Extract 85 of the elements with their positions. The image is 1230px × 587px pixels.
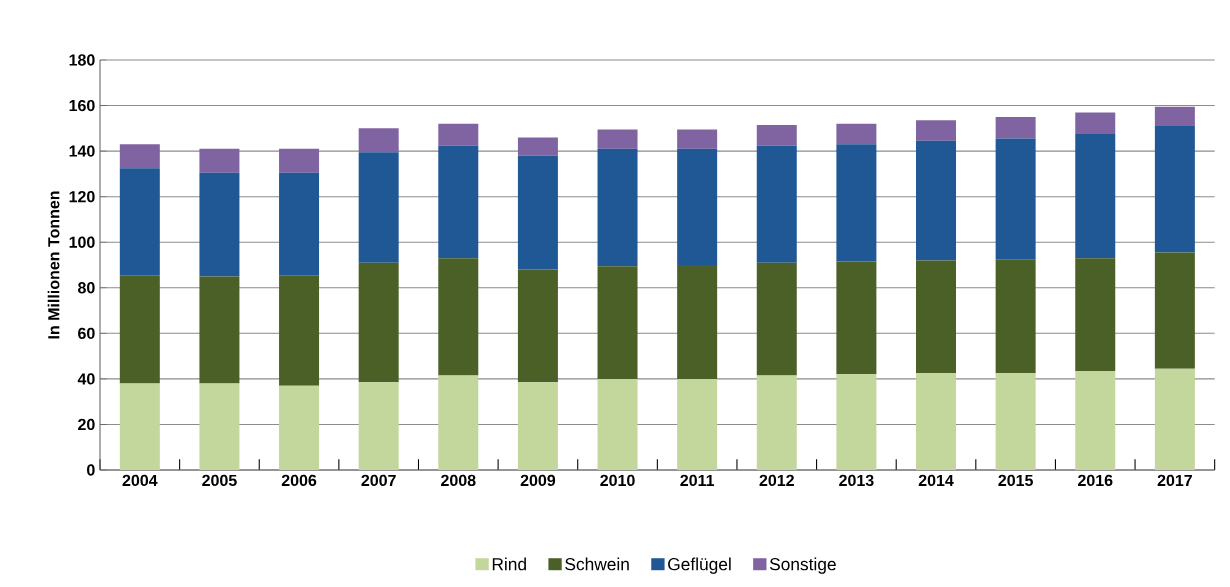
x-tick-label: 2005 <box>202 474 237 487</box>
bar <box>517 269 558 383</box>
bar <box>756 145 797 263</box>
bar <box>438 123 479 146</box>
bar <box>995 259 1036 374</box>
bar <box>199 276 240 384</box>
legend-label: Geflügel <box>668 557 731 574</box>
bar <box>677 378 718 470</box>
bar <box>836 261 877 375</box>
bar <box>517 382 558 470</box>
bar <box>597 148 638 267</box>
bar <box>199 148 240 173</box>
bar <box>1154 126 1195 253</box>
bar <box>1075 112 1116 135</box>
bar <box>279 275 320 386</box>
bar <box>358 382 399 470</box>
y-axis-title: In Millionen Tonnen <box>47 191 60 339</box>
bar <box>517 155 558 270</box>
bar <box>916 120 957 141</box>
bar <box>279 148 320 173</box>
bar <box>438 375 479 470</box>
y-tick-label: 140 <box>69 145 95 157</box>
bar <box>1154 252 1195 369</box>
bar <box>677 129 718 149</box>
x-tick-label: 2012 <box>759 474 794 487</box>
bar <box>677 148 718 265</box>
bar <box>916 260 957 374</box>
y-tick-label: 20 <box>78 418 95 431</box>
bar <box>836 144 877 262</box>
bar <box>199 383 240 470</box>
bar <box>1075 370 1116 470</box>
y-tick-label: 0 <box>87 464 95 476</box>
bar <box>119 275 160 384</box>
x-tick-label: 2004 <box>122 474 158 487</box>
bar <box>597 129 638 149</box>
x-tick-label: 2006 <box>281 474 317 487</box>
bar <box>358 128 399 153</box>
bar <box>1075 134 1116 259</box>
bar <box>438 258 479 376</box>
bar <box>517 137 558 156</box>
bar <box>597 266 638 379</box>
bar <box>756 262 797 376</box>
bar <box>995 116 1036 139</box>
bar <box>1154 368 1195 470</box>
bar <box>995 373 1036 470</box>
bar <box>916 373 957 470</box>
bar <box>438 145 479 259</box>
legend-label: Rind <box>492 557 526 571</box>
x-tick-label: 2015 <box>998 474 1033 487</box>
bar <box>916 140 957 261</box>
x-tick-label: 2010 <box>600 474 635 487</box>
y-tick-label: 80 <box>78 282 95 294</box>
y-tick-label: 180 <box>69 54 95 66</box>
bar <box>119 168 160 276</box>
y-tick-label: 100 <box>69 236 95 248</box>
y-tick-label: 120 <box>69 191 95 203</box>
bar <box>836 123 877 145</box>
bar <box>836 374 877 470</box>
legend-label: Sonstige <box>769 557 836 574</box>
bar <box>756 375 797 470</box>
x-tick-label: 2011 <box>680 474 715 487</box>
bar <box>1154 106 1195 127</box>
x-tick-label: 2013 <box>839 474 874 487</box>
bar <box>279 172 320 276</box>
x-tick-label: 2016 <box>1078 474 1113 487</box>
bar <box>756 124 797 146</box>
legend-label: Schwein <box>565 557 629 571</box>
x-tick-label: 2007 <box>361 474 396 487</box>
y-tick-label: 40 <box>77 373 95 385</box>
bar <box>119 383 160 470</box>
x-tick-label: 2014 <box>918 474 954 487</box>
bar <box>358 152 399 263</box>
bar <box>199 172 240 277</box>
bar <box>279 385 320 470</box>
bar <box>358 262 399 383</box>
bar <box>1075 258 1116 371</box>
x-tick-label: 2008 <box>441 474 476 487</box>
y-tick-label: 60 <box>78 327 95 339</box>
bar <box>677 265 718 379</box>
x-tick-label: 2009 <box>520 474 556 487</box>
bar <box>119 144 160 169</box>
bar <box>995 138 1036 260</box>
y-tick-label: 160 <box>69 99 95 112</box>
x-tick-label: 2017 <box>1157 474 1192 487</box>
bar <box>597 378 638 470</box>
